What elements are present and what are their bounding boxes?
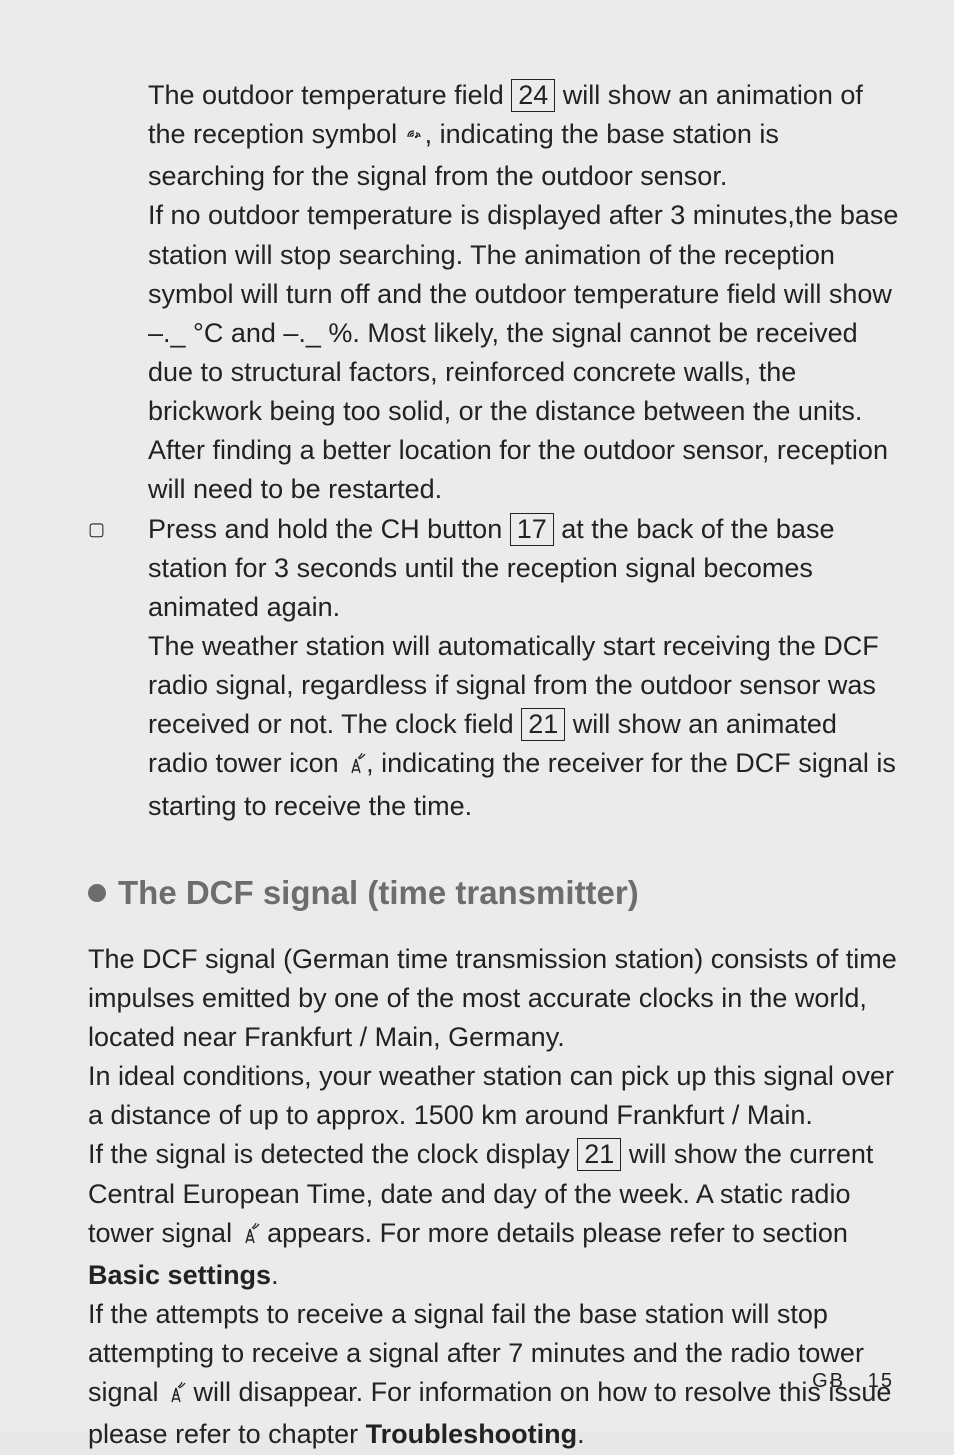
reception-icon: [405, 118, 425, 157]
basic-settings-ref: Basic settings: [88, 1260, 271, 1290]
ref-21: 21: [521, 708, 565, 741]
radio-tower-icon: [166, 1376, 186, 1415]
radio-tower-icon: [240, 1217, 260, 1256]
section-heading-dcf: The DCF signal (time transmitter): [88, 874, 900, 912]
text: Press and hold the CH button: [148, 514, 510, 544]
heading-bullet-icon: [88, 884, 106, 902]
text: appears. For more details please refer t…: [260, 1218, 848, 1248]
text: If the signal is detected the clock disp…: [88, 1139, 577, 1169]
text: .: [577, 1419, 585, 1449]
footer-page-number: 15: [868, 1370, 894, 1392]
footer-region: GB: [812, 1370, 845, 1392]
page-footer: GB 15: [812, 1370, 894, 1393]
text: .: [271, 1260, 279, 1290]
text: If no outdoor temperature is displayed a…: [148, 200, 898, 504]
paragraph-no-outdoor: If no outdoor temperature is displayed a…: [88, 196, 900, 509]
bullet-content: Press and hold the CH button 17 at the b…: [148, 510, 900, 826]
troubleshooting-ref: Troubleshooting: [366, 1419, 577, 1449]
text: The outdoor temperature field: [148, 80, 511, 110]
paragraph-outdoor-temp: The outdoor temperature field 24 will sh…: [88, 76, 900, 196]
text: In ideal conditions, your weather statio…: [88, 1061, 894, 1130]
radio-tower-icon: [346, 747, 366, 786]
paragraph-ideal-conditions: In ideal conditions, your weather statio…: [88, 1057, 900, 1135]
heading-text: The DCF signal (time transmitter): [118, 874, 639, 911]
manual-page: The outdoor temperature field 24 will sh…: [0, 0, 954, 1431]
paragraph-dcf-intro: The DCF signal (German time transmission…: [88, 940, 900, 1057]
text: The DCF signal (German time transmission…: [88, 944, 897, 1052]
ref-24: 24: [511, 79, 555, 112]
paragraph-signal-detected: If the signal is detected the clock disp…: [88, 1135, 900, 1295]
ref-21b: 21: [577, 1138, 621, 1171]
ref-17: 17: [510, 513, 554, 546]
bullet-press-hold: ▢ Press and hold the CH button 17 at the…: [88, 510, 900, 826]
bullet-square-icon: ▢: [88, 510, 148, 826]
